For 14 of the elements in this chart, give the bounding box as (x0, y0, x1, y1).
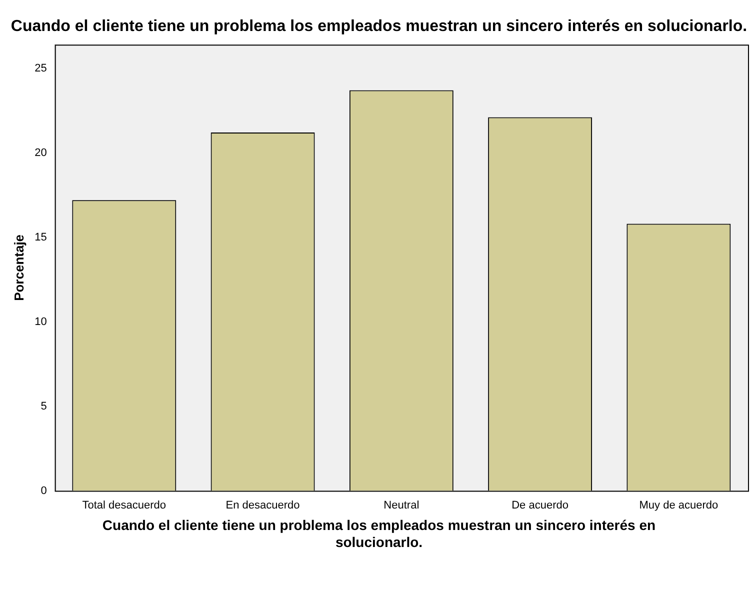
y-tick-label: 25 (34, 62, 47, 74)
x-axis-title: Cuando el cliente tiene un problema los empleados muestran un sincero interés en solucionarlo. (101, 517, 657, 551)
x-tick-label: De acuerdo (512, 499, 568, 512)
y-tick-label: 15 (34, 231, 47, 244)
chart-title: Cuando el cliente tiene un problema los empleados muestran un sincero interés en solucionarlo. (10, 18, 748, 35)
y-tick-label: 10 (34, 316, 47, 328)
x-tick-label: Total desacuerdo (82, 499, 166, 512)
x-tick-label: Neutral (384, 499, 420, 512)
y-axis-title: Porcentaje (11, 234, 26, 301)
y-tick-label: 0 (40, 484, 47, 497)
y-tick-label: 20 (34, 146, 47, 159)
x-tick-label: En desacuerdo (226, 499, 300, 512)
x-tick-label: Muy de acuerdo (639, 499, 718, 512)
y-tick-label: 5 (40, 400, 47, 412)
